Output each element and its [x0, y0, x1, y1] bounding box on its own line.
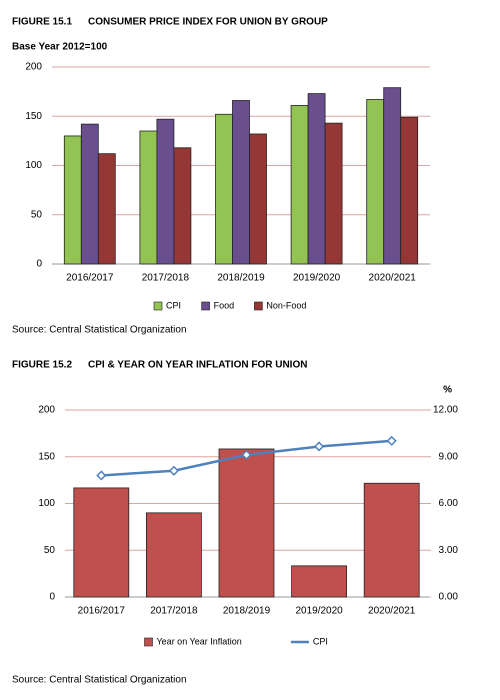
bar	[63, 135, 82, 265]
bar	[139, 130, 158, 265]
y-tick-label: 50	[44, 545, 56, 556]
x-tick-label: 2019/2020	[293, 273, 341, 284]
y-tick-label: 50	[31, 209, 43, 220]
bar	[80, 123, 99, 265]
bar	[363, 482, 420, 598]
legend-label: CPI	[313, 636, 328, 646]
figure-label: FIGURE 15.1	[12, 17, 72, 28]
bar	[291, 565, 348, 598]
y-tick-label: 0	[49, 592, 55, 603]
y2-tick-label: 3.00	[439, 545, 459, 556]
legend-label: Non-Food	[266, 300, 306, 310]
figure-title: CONSUMER PRICE INDEX FOR UNION BY GROUP	[88, 17, 328, 28]
bar	[249, 133, 267, 265]
bar	[324, 122, 343, 265]
line-marker	[314, 441, 325, 452]
bar	[97, 153, 116, 265]
bar	[218, 448, 275, 598]
bar	[156, 118, 175, 265]
figure-label: FIGURE 15.2	[12, 360, 72, 371]
y2-tick-label: 6.00	[439, 498, 459, 509]
legend-swatch	[153, 301, 163, 311]
y2-tick-label: 12.00	[433, 405, 458, 416]
y-tick-label: 0	[36, 259, 42, 270]
legend-label: Food	[214, 300, 235, 310]
bar	[173, 147, 192, 265]
line-marker	[168, 465, 179, 476]
legend-label: CPI	[166, 300, 181, 310]
x-tick-label: 2019/2020	[295, 606, 343, 617]
x-tick-label: 2017/2018	[142, 273, 190, 284]
bar	[215, 113, 233, 265]
y-tick-label: 100	[25, 160, 42, 171]
x-tick-label: 2020/2021	[368, 606, 416, 617]
x-tick-label: 2018/2019	[217, 273, 265, 284]
subtitle: Base Year 2012=100	[12, 42, 108, 53]
bar	[290, 105, 309, 265]
y-tick-label: 200	[38, 405, 55, 416]
figure-title: CPI & YEAR ON YEAR INFLATION FOR UNION	[88, 360, 307, 371]
line-marker	[241, 449, 252, 460]
x-tick-label: 2017/2018	[150, 606, 198, 617]
legend-label: Year on Year Inflation	[157, 636, 242, 646]
legend-swatch	[254, 301, 263, 311]
line-marker	[386, 435, 397, 446]
bar	[383, 87, 402, 265]
source: Source: Central Statistical Organization	[12, 675, 187, 686]
y2-tick-label: 0.00	[439, 592, 459, 603]
y-tick-label: 150	[38, 451, 55, 462]
bar	[232, 100, 250, 265]
bar	[307, 93, 326, 265]
x-tick-label: 2016/2017	[78, 606, 126, 617]
bar	[400, 116, 419, 265]
legend-swatch	[144, 637, 153, 647]
y2-axis-label: %	[443, 385, 452, 396]
x-tick-label: 2016/2017	[66, 273, 114, 284]
y-tick-label: 100	[38, 498, 55, 509]
bar	[73, 487, 130, 598]
y-tick-label: 150	[25, 111, 42, 122]
y-tick-label: 200	[25, 62, 42, 73]
x-tick-label: 2020/2021	[369, 273, 417, 284]
legend-swatch	[201, 301, 210, 311]
bar	[145, 512, 202, 598]
line-marker	[96, 470, 107, 481]
y2-tick-label: 9.00	[439, 451, 459, 462]
source: Source: Central Statistical Organization	[12, 325, 187, 336]
x-tick-label: 2018/2019	[223, 606, 271, 617]
bar	[366, 99, 385, 265]
